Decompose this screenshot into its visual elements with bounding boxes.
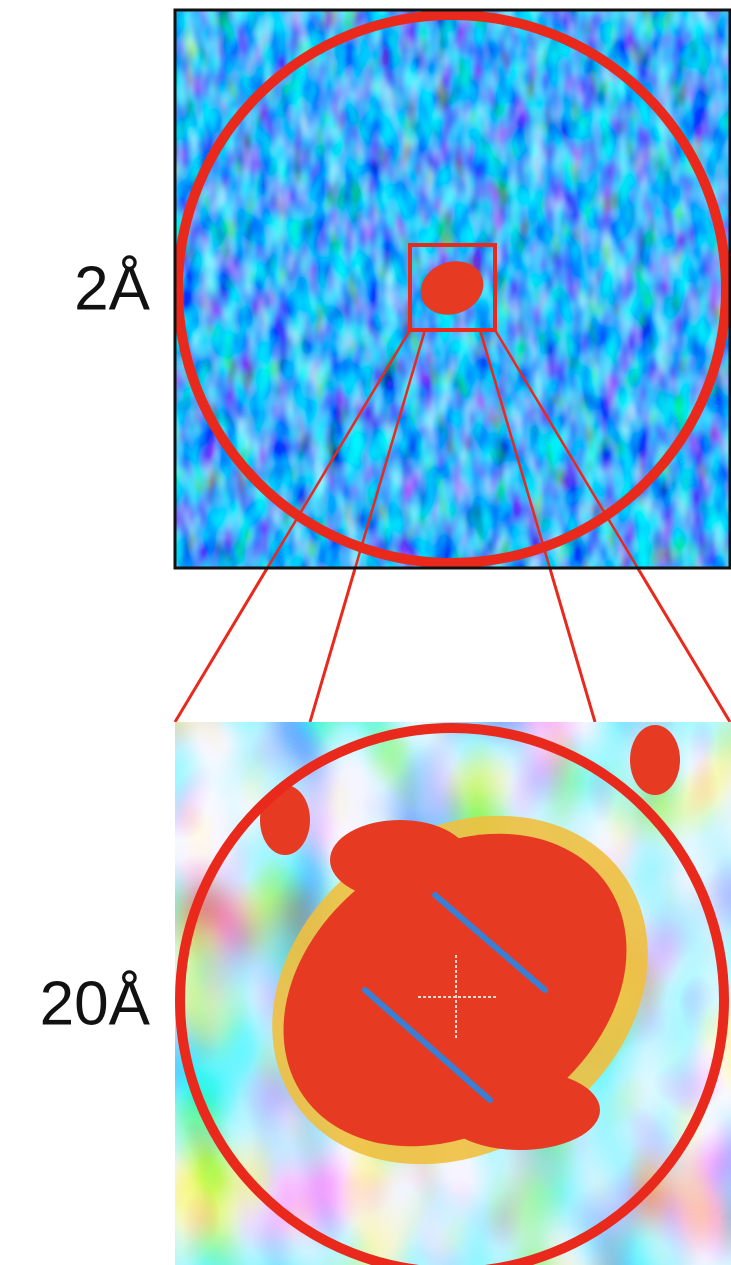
page: 2Å 20Å (() => { const data = JSON.parse(… <box>0 0 731 1265</box>
bottom-map <box>175 722 731 1265</box>
figure: 2Å 20Å <box>0 0 731 1265</box>
top-label: 2Å <box>74 254 150 323</box>
top-map <box>175 10 730 722</box>
bottom-label: 20Å <box>40 969 151 1038</box>
